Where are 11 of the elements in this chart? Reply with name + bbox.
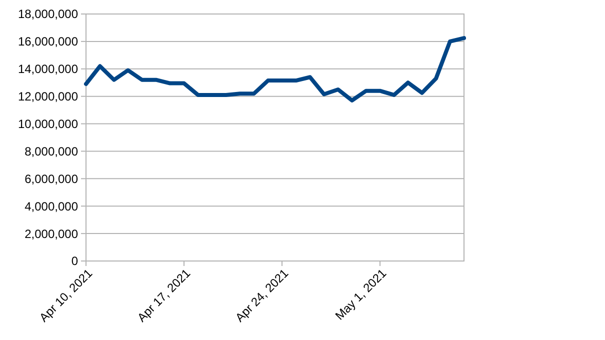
y-tick-label: 12,000,000 xyxy=(18,90,78,104)
y-tick-label: 6,000,000 xyxy=(24,172,78,186)
y-tick-label: 16,000,000 xyxy=(18,34,78,49)
y-tick-label: 10,000,000 xyxy=(18,116,78,131)
y-tick-label: 8,000,000 xyxy=(24,144,78,158)
y-tick-label: 0 xyxy=(71,254,78,268)
y-tick-label: 18,000,000 xyxy=(18,7,78,22)
line-series xyxy=(84,36,466,102)
y-tick-label: 4,000,000 xyxy=(24,199,78,214)
y-tick-label: 14,000,000 xyxy=(18,62,78,76)
y-tick-label: 2,000,000 xyxy=(24,226,78,241)
